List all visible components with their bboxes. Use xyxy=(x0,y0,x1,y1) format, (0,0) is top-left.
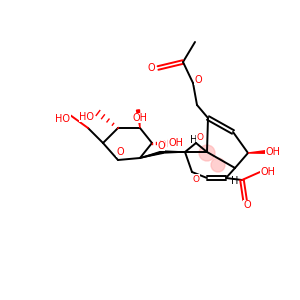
Text: OH: OH xyxy=(169,138,184,148)
Text: HO: HO xyxy=(56,114,70,124)
Text: OH: OH xyxy=(266,147,280,157)
Polygon shape xyxy=(140,151,163,158)
Text: O: O xyxy=(194,75,202,85)
Text: O: O xyxy=(147,63,155,73)
Text: O: O xyxy=(243,200,251,210)
Text: O: O xyxy=(193,175,200,184)
Polygon shape xyxy=(248,151,265,153)
Text: OH: OH xyxy=(260,167,275,177)
Text: O: O xyxy=(116,147,124,157)
Text: OH: OH xyxy=(133,113,148,123)
Polygon shape xyxy=(136,110,140,128)
Polygon shape xyxy=(163,151,185,153)
Circle shape xyxy=(211,158,225,172)
Circle shape xyxy=(199,145,215,161)
Text: H: H xyxy=(190,135,198,145)
Text: HO: HO xyxy=(80,112,94,122)
Text: H: H xyxy=(231,176,239,186)
Text: O: O xyxy=(196,133,203,142)
Text: O: O xyxy=(157,141,165,151)
